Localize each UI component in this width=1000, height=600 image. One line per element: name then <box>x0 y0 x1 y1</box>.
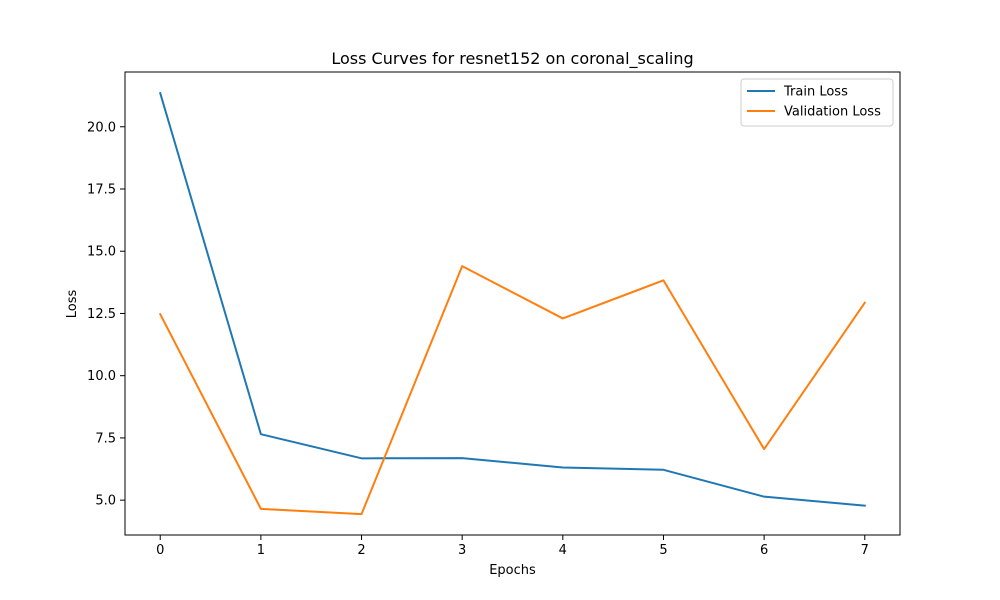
x-tick-label: 5 <box>659 543 667 558</box>
y-tick-label: 12.5 <box>87 307 116 322</box>
legend-label: Validation Loss <box>784 105 881 120</box>
y-tick-label: 7.5 <box>95 431 116 446</box>
y-tick-label: 5.0 <box>95 494 116 509</box>
legend-box <box>740 78 894 127</box>
y-tick-label: 10.0 <box>87 369 116 384</box>
y-tick-label: 20.0 <box>87 120 116 135</box>
plot-area: 0 1 2 3 4 5 6 7 5.0 7.5 10.0 12.5 15.0 17.5 20.0 <box>87 71 901 558</box>
x-tick-label: 4 <box>559 543 567 558</box>
x-tick-label: 1 <box>257 543 265 558</box>
series-line-train-loss <box>158 91 866 507</box>
x-tick-label: 3 <box>458 543 466 558</box>
y-tick-label: 15.0 <box>87 245 116 260</box>
x-axis-label: Epochs <box>489 563 536 578</box>
y-axis-label: Loss <box>65 290 80 319</box>
series-line-validation-loss <box>158 265 867 516</box>
chart-title: Loss Curves for resnet152 on coronal_sca… <box>331 49 693 69</box>
legend: Train Loss Validation Loss <box>740 78 894 127</box>
legend-label: Train Loss <box>783 85 848 100</box>
axes-frame <box>124 71 901 536</box>
x-tick-label: 6 <box>760 543 768 558</box>
y-tick-label: 17.5 <box>87 182 116 197</box>
x-tick-label: 0 <box>156 543 164 558</box>
x-tick-label: 7 <box>861 543 869 558</box>
x-tick-label: 2 <box>357 543 365 558</box>
